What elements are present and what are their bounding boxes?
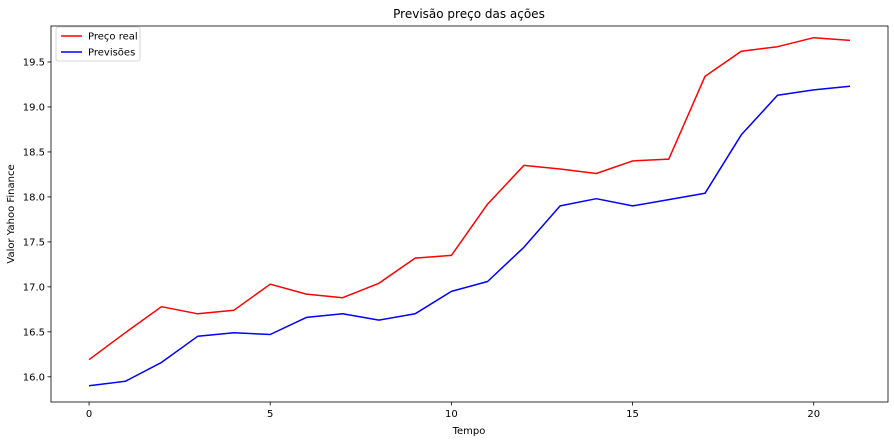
axes: 0 5 10 15 20 16.0 16.5 17.0 17.5 18.0 18.5 19.0 19.5 — [23, 57, 820, 420]
x-tick-label: 15 — [626, 409, 639, 420]
x-tick-label: 10 — [445, 409, 458, 420]
y-tick-label: 18.5 — [23, 147, 45, 158]
y-tick-label: 19.5 — [23, 57, 45, 68]
plot-area — [88, 36, 851, 387]
y-tick-label: 17.0 — [23, 282, 45, 293]
y-tick-label: 16.5 — [23, 327, 45, 338]
y-axis-label: Valor Yahoo Finance — [6, 164, 17, 263]
y-tick-label: 17.5 — [23, 237, 45, 248]
y-tick-label: 16.0 — [23, 372, 45, 383]
y-tick-label: 19.0 — [23, 102, 45, 113]
chart-title: Previsão preço das ações — [393, 7, 545, 21]
legend-label-1: Preço real — [88, 32, 138, 43]
series-line-1 — [88, 36, 851, 361]
x-tick-label: 0 — [86, 409, 92, 420]
x-tick-label: 20 — [807, 409, 820, 420]
axes-frame — [50, 25, 889, 403]
series-line-2 — [88, 85, 851, 387]
legend: Preço real Previsões — [55, 26, 141, 62]
legend-label-2: Previsões — [88, 48, 135, 59]
x-axis-label: Tempo — [452, 426, 486, 437]
y-tick-label: 18.0 — [23, 192, 45, 203]
x-tick-label: 5 — [267, 409, 273, 420]
